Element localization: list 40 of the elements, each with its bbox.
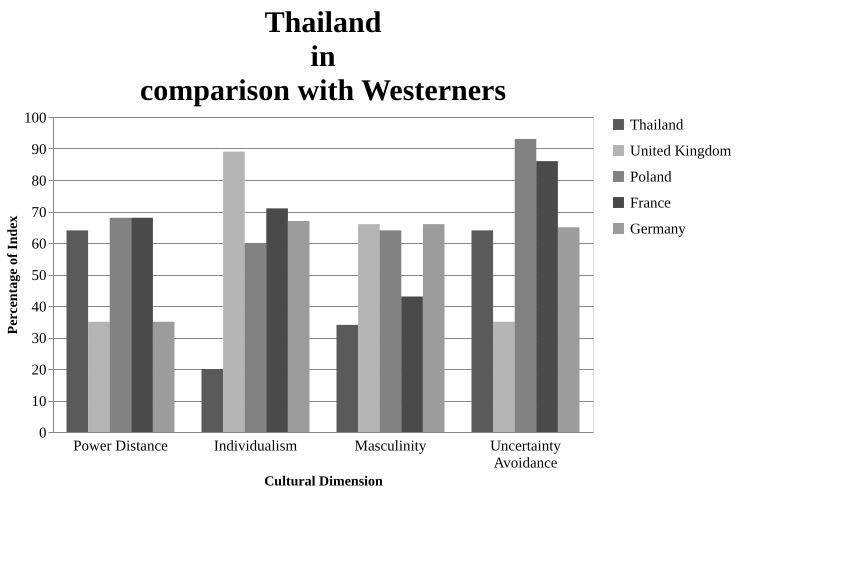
bar bbox=[558, 227, 580, 432]
bar bbox=[223, 152, 245, 432]
y-tick-label: 60 bbox=[32, 236, 46, 252]
bar bbox=[358, 224, 380, 432]
bar bbox=[493, 322, 515, 432]
bar bbox=[152, 322, 174, 432]
y-tick-label: 40 bbox=[32, 300, 46, 316]
legend-label: Poland bbox=[630, 170, 672, 186]
bar bbox=[131, 218, 153, 432]
bar bbox=[401, 296, 423, 432]
chart-title: Thailand in comparison with Westerners bbox=[140, 6, 506, 107]
x-tick-label: Masculinity bbox=[354, 438, 427, 454]
legend-label: France bbox=[630, 196, 672, 212]
bar bbox=[422, 224, 444, 432]
legend-label: Germany bbox=[630, 222, 686, 238]
legend-label: Thailand bbox=[630, 118, 684, 134]
y-axis-title: Percentage of Index bbox=[6, 216, 21, 334]
y-tick-label: 20 bbox=[32, 362, 46, 378]
y-tick-label: 0 bbox=[39, 426, 46, 442]
bar bbox=[244, 243, 266, 432]
x-tick-label: Uncertainty Avoidance bbox=[490, 438, 562, 472]
legend-label: United Kingdom bbox=[630, 144, 732, 160]
x-tick-label: Power Distance bbox=[73, 438, 168, 454]
y-tick-label: 80 bbox=[32, 174, 46, 190]
bar bbox=[88, 322, 110, 432]
bar bbox=[288, 220, 310, 432]
bar bbox=[336, 324, 358, 432]
bar bbox=[472, 230, 494, 432]
y-tick-label: 50 bbox=[32, 268, 46, 284]
y-tick-label: 100 bbox=[24, 110, 46, 126]
bar bbox=[66, 230, 88, 432]
x-axis-title: Cultural Dimension bbox=[264, 474, 384, 490]
bar bbox=[536, 161, 558, 432]
y-tick-label: 10 bbox=[32, 394, 46, 410]
bar bbox=[202, 369, 224, 432]
y-tick-label: 30 bbox=[32, 331, 46, 347]
x-tick-label: Individualism bbox=[214, 438, 298, 454]
y-tick-label: 70 bbox=[32, 205, 46, 221]
bar bbox=[266, 208, 288, 432]
y-tick-label: 90 bbox=[32, 142, 46, 158]
